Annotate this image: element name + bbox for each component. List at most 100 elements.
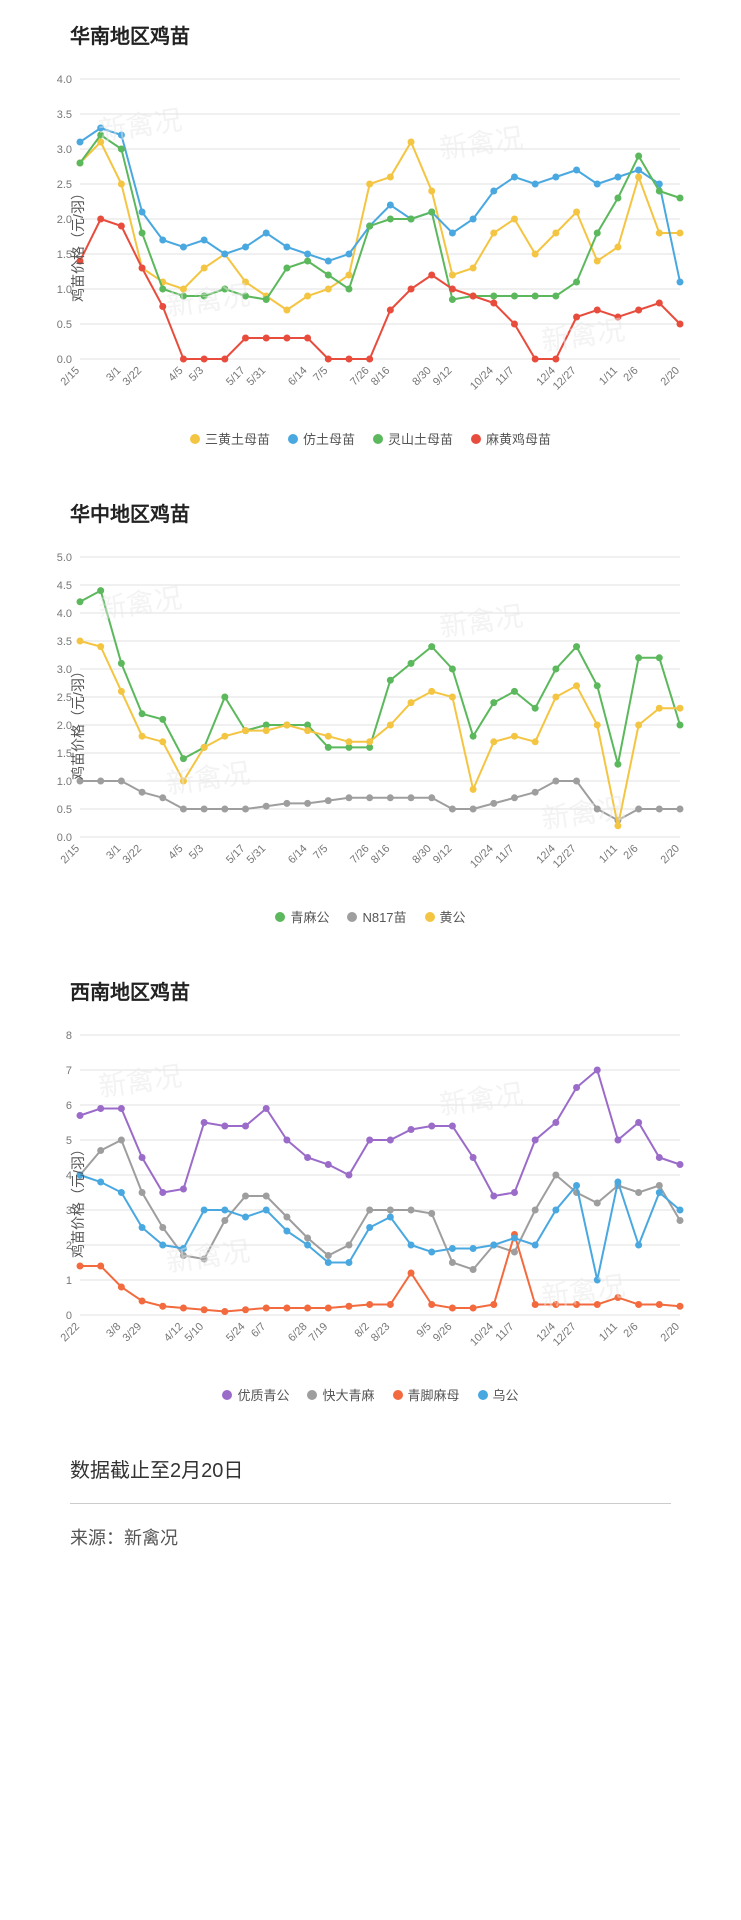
svg-text:6/14: 6/14 bbox=[286, 365, 310, 389]
series-marker bbox=[283, 800, 290, 807]
series-marker bbox=[573, 209, 580, 216]
series-marker bbox=[428, 209, 435, 216]
series-marker bbox=[573, 778, 580, 785]
series-marker bbox=[325, 797, 332, 804]
series-marker bbox=[552, 666, 559, 673]
series-marker bbox=[428, 688, 435, 695]
series-marker bbox=[408, 660, 415, 667]
series-marker bbox=[532, 738, 539, 745]
svg-text:2/6: 2/6 bbox=[621, 1321, 640, 1340]
series-marker bbox=[77, 598, 84, 605]
series-marker bbox=[221, 356, 228, 363]
legend-item: 青麻公 bbox=[275, 907, 329, 926]
legend-dot bbox=[275, 912, 285, 922]
series-marker bbox=[304, 1154, 311, 1161]
series-marker bbox=[449, 1305, 456, 1312]
series-marker bbox=[201, 1306, 208, 1313]
series-marker bbox=[325, 258, 332, 265]
series-marker bbox=[118, 223, 125, 230]
series-line bbox=[80, 1070, 680, 1196]
svg-text:7/5: 7/5 bbox=[311, 365, 330, 384]
series-marker bbox=[387, 216, 394, 223]
series-marker bbox=[449, 806, 456, 813]
series-marker bbox=[470, 1245, 477, 1252]
series-marker bbox=[159, 716, 166, 723]
series-marker bbox=[366, 1301, 373, 1308]
series-marker bbox=[345, 794, 352, 801]
series-marker bbox=[656, 806, 663, 813]
legend-dot bbox=[347, 912, 357, 922]
series-marker bbox=[97, 1147, 104, 1154]
legend: 青麻公N817苗黄公 bbox=[30, 907, 711, 926]
svg-text:0.5: 0.5 bbox=[57, 319, 72, 331]
series-marker bbox=[635, 174, 642, 181]
legend: 三黄土母苗仿土母苗灵山土母苗麻黄鸡母苗 bbox=[30, 429, 711, 448]
legend-item: 快大青麻 bbox=[307, 1385, 374, 1404]
y-axis-label: 鸡苗价格（元/羽） bbox=[68, 664, 88, 780]
series-marker bbox=[201, 1207, 208, 1214]
series-marker bbox=[304, 293, 311, 300]
svg-text:5/31: 5/31 bbox=[245, 365, 269, 389]
series-marker bbox=[408, 139, 415, 146]
series-marker bbox=[180, 778, 187, 785]
series-marker bbox=[118, 660, 125, 667]
series-marker bbox=[449, 694, 456, 701]
series-marker bbox=[532, 356, 539, 363]
series-marker bbox=[573, 1084, 580, 1091]
legend-label: 优质青公 bbox=[237, 1385, 289, 1404]
series-marker bbox=[139, 1224, 146, 1231]
series-marker bbox=[511, 733, 518, 740]
series-marker bbox=[635, 722, 642, 729]
series-line bbox=[80, 781, 680, 820]
chart-title: 西南地区鸡苗 bbox=[70, 976, 711, 1005]
series-marker bbox=[511, 1235, 518, 1242]
series-marker bbox=[263, 1207, 270, 1214]
series-marker bbox=[159, 1303, 166, 1310]
svg-text:2/6: 2/6 bbox=[621, 365, 640, 384]
series-marker bbox=[221, 1123, 228, 1130]
chart-central: 华中地区鸡苗新禽况新禽况新禽况新禽况鸡苗价格（元/羽）0.00.51.01.52… bbox=[30, 498, 711, 926]
series-marker bbox=[470, 1305, 477, 1312]
legend-label: 仿土母苗 bbox=[303, 429, 355, 448]
series-marker bbox=[470, 733, 477, 740]
svg-text:7/5: 7/5 bbox=[311, 843, 330, 862]
series-marker bbox=[387, 722, 394, 729]
series-marker bbox=[511, 1249, 518, 1256]
series-marker bbox=[532, 1242, 539, 1249]
series-marker bbox=[470, 265, 477, 272]
series-marker bbox=[304, 727, 311, 734]
series-marker bbox=[263, 1105, 270, 1112]
series-marker bbox=[366, 1224, 373, 1231]
svg-text:2/20: 2/20 bbox=[658, 843, 682, 867]
svg-text:3/29: 3/29 bbox=[121, 1321, 145, 1345]
svg-text:11/7: 11/7 bbox=[494, 843, 517, 866]
series-marker bbox=[221, 1308, 228, 1315]
series-marker bbox=[283, 1137, 290, 1144]
svg-text:4/5: 4/5 bbox=[166, 843, 185, 862]
series-marker bbox=[345, 1303, 352, 1310]
series-marker bbox=[180, 1245, 187, 1252]
series-marker bbox=[656, 188, 663, 195]
series-marker bbox=[428, 643, 435, 650]
series-marker bbox=[242, 279, 249, 286]
svg-text:2/20: 2/20 bbox=[658, 1321, 682, 1345]
chart-southwest: 西南地区鸡苗新禽况新禽况新禽况新禽况鸡苗价格（元/羽）0123456782/22… bbox=[30, 976, 711, 1404]
series-marker bbox=[325, 286, 332, 293]
series-marker bbox=[387, 1214, 394, 1221]
series-marker bbox=[221, 251, 228, 258]
series-marker bbox=[449, 272, 456, 279]
series-marker bbox=[594, 230, 601, 237]
svg-text:4/5: 4/5 bbox=[166, 365, 185, 384]
series-marker bbox=[283, 1305, 290, 1312]
series-marker bbox=[345, 1259, 352, 1266]
series-marker bbox=[552, 1301, 559, 1308]
series-marker bbox=[449, 296, 456, 303]
series-line bbox=[80, 128, 680, 282]
series-marker bbox=[428, 272, 435, 279]
series-marker bbox=[97, 1179, 104, 1186]
svg-text:2/15: 2/15 bbox=[58, 843, 82, 867]
svg-text:0.0: 0.0 bbox=[57, 354, 72, 366]
series-line bbox=[80, 135, 680, 300]
legend-dot bbox=[307, 1390, 317, 1400]
series-marker bbox=[677, 195, 684, 202]
